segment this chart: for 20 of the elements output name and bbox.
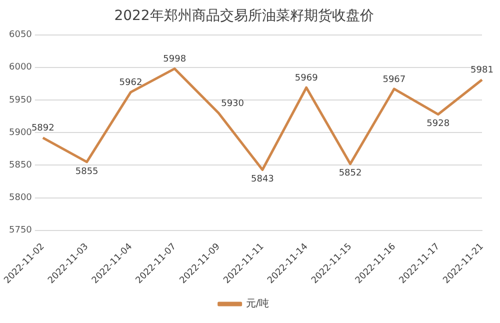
data-label: 5843 — [251, 174, 274, 185]
data-label: 5967 — [382, 74, 406, 85]
data-label: 5969 — [294, 73, 318, 84]
data-label: 5928 — [426, 119, 450, 130]
y-tick-label: 5750 — [9, 226, 32, 236]
y-tick-label: 5950 — [9, 95, 32, 106]
y-tick-label: 5800 — [9, 193, 32, 204]
data-label: 5930 — [221, 98, 244, 109]
data-label: 5981 — [470, 66, 494, 76]
chart-title: 2022年郑州商品交易所油菜籽期货收盘价 — [114, 8, 374, 24]
legend-label: 元/吨 — [246, 298, 270, 310]
y-tick-label: 6000 — [9, 62, 32, 73]
y-tick-label: 5850 — [9, 160, 32, 171]
y-tick-label: 6050 — [9, 30, 32, 40]
data-label: 5962 — [119, 78, 142, 88]
data-label: 5892 — [31, 124, 54, 134]
y-tick-label: 5900 — [9, 128, 32, 138]
data-label: 5855 — [75, 166, 98, 177]
data-label: 5998 — [163, 54, 186, 65]
data-label: 5852 — [338, 168, 362, 179]
